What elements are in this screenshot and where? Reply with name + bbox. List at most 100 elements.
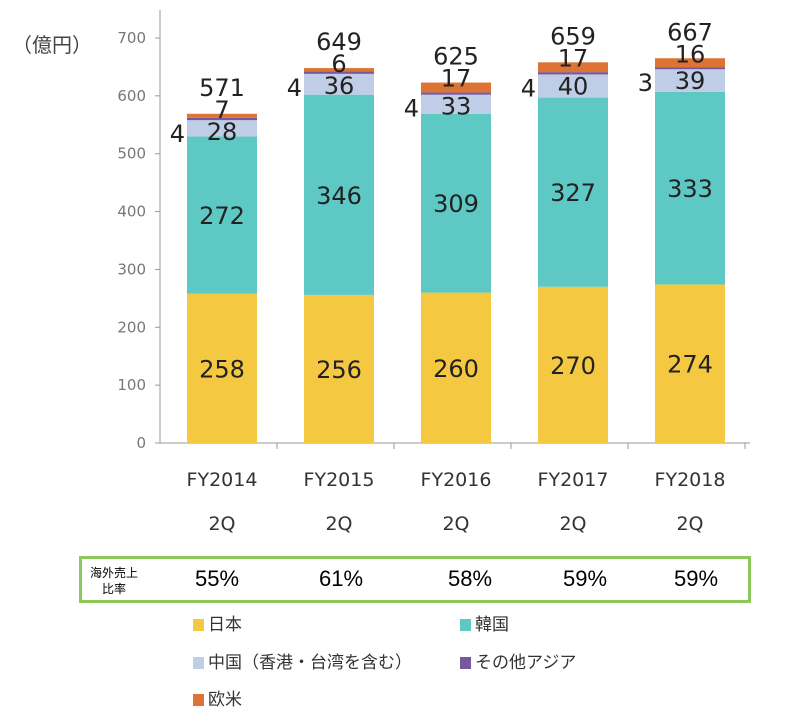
bar-segment [304, 68, 374, 72]
y-tick-label: 700 [117, 29, 146, 47]
data-label: 6 [331, 50, 346, 78]
data-label: 4 [404, 95, 419, 123]
ratio-value: 59% [562, 566, 608, 591]
bar-segment [187, 117, 257, 121]
bar-segment [421, 92, 491, 95]
data-label: 258 [199, 355, 245, 383]
bar-segment [187, 120, 257, 137]
x-tick-label: FY2015 [304, 469, 375, 491]
data-label: 309 [433, 190, 479, 218]
bar-segment [538, 72, 608, 75]
x-tick-label: FY2017 [538, 469, 609, 491]
legend-label: 韓国 [475, 615, 509, 635]
legend-swatch [460, 619, 471, 631]
bar-segment [304, 94, 374, 295]
bar-segment [538, 97, 608, 287]
ratio-value: 58% [447, 566, 493, 591]
data-label: 327 [550, 179, 596, 207]
ratio-value: 59% [673, 566, 719, 591]
bar-segment [187, 293, 257, 443]
legend-swatch [193, 619, 204, 631]
bar-segment [187, 113, 257, 118]
legend-swatch [193, 694, 204, 706]
data-label: 346 [316, 182, 362, 210]
x-tick-sublabel: 2Q [676, 513, 703, 535]
y-tick-label: 500 [117, 145, 146, 163]
ratio-label: 海外売上 比率 [90, 565, 138, 597]
legend-swatch [460, 657, 471, 669]
x-tick-label: FY2016 [421, 469, 492, 491]
legend-item-japan: 日本 [193, 610, 242, 635]
data-label: 270 [550, 352, 596, 380]
bar-segment [304, 294, 374, 443]
y-tick-label: 0 [136, 434, 146, 452]
data-label: 274 [667, 351, 713, 379]
legend-label: 中国（香港・台湾を含む） [208, 653, 412, 673]
data-label: 260 [433, 355, 479, 383]
total-label: 667 [667, 18, 713, 46]
legend-item-korea: 韓国 [460, 610, 509, 635]
bar-segment [538, 286, 608, 443]
bar-segment [421, 292, 491, 443]
y-tick-label: 100 [117, 376, 146, 394]
x-tick-sublabel: 2Q [325, 513, 352, 535]
ratio-value: 61% [318, 566, 364, 591]
unit-label: （億円） [12, 33, 92, 57]
ratio-label-line1: 海外売上 [90, 566, 139, 580]
bar-segment [655, 69, 725, 92]
legend-swatch [193, 657, 204, 669]
data-label: 16 [675, 40, 706, 68]
y-tick-label: 400 [117, 203, 146, 221]
bar-segment [655, 284, 725, 443]
data-label: 4 [170, 120, 185, 148]
legend-label: その他アジア [475, 653, 577, 673]
x-tick-label: FY2014 [187, 469, 258, 491]
data-label: 7 [214, 96, 229, 124]
y-tick-label: 600 [117, 87, 146, 105]
legend-label: 日本 [208, 615, 242, 635]
total-label: 625 [433, 43, 479, 71]
overseas-sales-ratio-box: 海外売上 比率 55% 61% 58% 59% 59% [79, 556, 751, 603]
ratio-value: 55% [194, 566, 240, 591]
x-tick-sublabel: 2Q [559, 513, 586, 535]
bar-segment [421, 94, 491, 114]
bar-segment [421, 82, 491, 93]
bar-segment [655, 67, 725, 70]
bar-segment [304, 73, 374, 95]
data-label: 17 [441, 65, 472, 93]
bar-segment [538, 74, 608, 98]
data-label: 28 [207, 118, 238, 146]
data-label: 256 [316, 356, 362, 384]
data-label: 272 [199, 202, 245, 230]
legend-item-china: 中国（香港・台湾を含む） [193, 648, 412, 673]
bar-segment [421, 113, 491, 293]
bar-segment [187, 136, 257, 294]
bar-segment [655, 91, 725, 285]
bar-segment [304, 71, 374, 74]
data-label: 17 [558, 44, 589, 72]
data-label: 36 [324, 72, 355, 100]
bar-segment [538, 62, 608, 73]
y-tick-label: 200 [117, 318, 146, 336]
total-label: 649 [316, 28, 362, 56]
ratio-label-line2: 比率 [102, 582, 127, 596]
total-label: 571 [199, 74, 245, 102]
bar-segment [655, 58, 725, 68]
data-label: 4 [521, 74, 536, 102]
data-label: 3 [638, 69, 653, 97]
data-label: 39 [675, 67, 706, 95]
data-label: 333 [667, 175, 713, 203]
x-tick-sublabel: 2Q [208, 513, 235, 535]
x-tick-label: FY2018 [655, 469, 726, 491]
legend-item-other-asia: その他アジア [460, 648, 576, 673]
y-tick-label: 300 [117, 260, 146, 278]
x-tick-sublabel: 2Q [442, 513, 469, 535]
data-label: 4 [287, 74, 302, 102]
data-label: 40 [558, 72, 589, 100]
legend-label: 欧米 [208, 690, 242, 710]
total-label: 659 [550, 22, 596, 50]
legend-item-europe-us: 欧米 [193, 685, 242, 710]
data-label: 33 [441, 93, 472, 121]
